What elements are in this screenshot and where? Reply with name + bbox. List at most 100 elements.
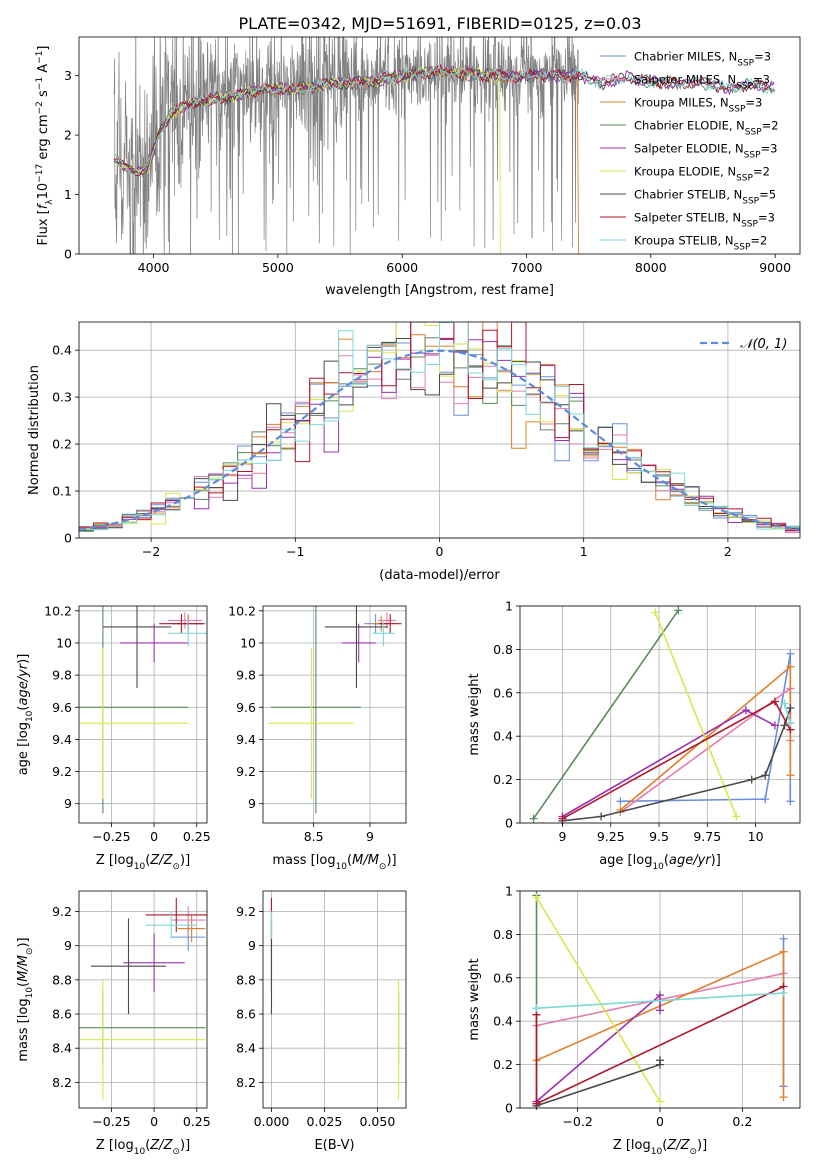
weight-marker xyxy=(616,797,625,806)
mass-vs-ebv-frame xyxy=(262,890,407,1109)
errorbar-point xyxy=(145,897,207,933)
weight-marker xyxy=(786,797,795,806)
y-axis-label: mass weight xyxy=(467,958,482,1040)
x-tick-label: 0.25 xyxy=(183,829,211,844)
x-tick-label: 9.5 xyxy=(649,829,669,844)
weight-marker xyxy=(597,812,606,821)
y-tick-label: 10 xyxy=(56,635,72,650)
mass-vs-z-grid xyxy=(79,891,207,1108)
y-tick-label: 9 xyxy=(64,796,72,811)
x-tick-label: 9 xyxy=(366,829,374,844)
y-tick-label: 0.4 xyxy=(52,343,72,358)
weight-marker xyxy=(747,775,756,784)
y-tick-label: 2 xyxy=(64,128,72,143)
y-tick-label: 8.4 xyxy=(236,1041,256,1056)
errorbar-point xyxy=(145,911,197,939)
weight-marker xyxy=(532,1004,541,1013)
y-tick-label: 9 xyxy=(248,938,256,953)
y-tick-label: 9.2 xyxy=(52,764,72,779)
errorbar-point xyxy=(324,606,388,688)
weight-series xyxy=(532,982,788,1108)
x-axis-label: E(B-V) xyxy=(314,1138,354,1153)
x-tick-label: 9.25 xyxy=(597,829,625,844)
weight-vs-age-ticks: 9 9.25 9.5 9.75 10 0 0.2 0.4 0.6 0.8 1 xyxy=(493,599,763,845)
weight-line xyxy=(535,897,661,1102)
panel-age-vs-mass: 8.5 9 9 9.2 9.4 9.6 9.8 10 10.2 mass [log10(M/M⊙)… xyxy=(228,603,407,872)
weight-marker xyxy=(532,893,541,902)
y-tick-label: 10 xyxy=(240,635,256,650)
x-tick-label: 7000 xyxy=(511,260,543,275)
y-tick-label: 3 xyxy=(64,68,72,83)
weight-marker xyxy=(779,1093,788,1102)
legend-label: Kroupa STELIB, NSSP=2 xyxy=(634,234,767,253)
weight-marker xyxy=(656,991,664,1000)
weight-series xyxy=(616,684,795,817)
weight-series xyxy=(616,662,795,814)
y-tick-label: 9 xyxy=(248,796,256,811)
errorbar-point xyxy=(119,623,189,663)
panel-mass-vs-ebv: 0.000 0.025 0.050 8.2 8.4 8.6 8.8 9 9.2 E(B-V) xyxy=(236,890,407,1153)
weight-marker xyxy=(780,699,789,708)
x-tick-label: 0.050 xyxy=(360,1114,396,1129)
residuals-plot-area xyxy=(79,322,800,534)
y-tick-label: 8.4 xyxy=(52,1041,72,1056)
y-tick-label: 8.8 xyxy=(236,972,256,987)
panel-weight-vs-age: 9 9.25 9.5 9.75 10 0 0.2 0.4 0.6 0.8 1 age [log10(a… xyxy=(467,599,801,872)
age-vs-mass-ticks: 8.5 9 9 9.2 9.4 9.6 9.8 10 10.2 xyxy=(228,603,374,844)
y-tick-label: 10.2 xyxy=(44,603,72,618)
weight-line xyxy=(536,992,784,1009)
weight-vs-age-plot-area xyxy=(529,606,795,825)
weight-line xyxy=(536,1060,661,1107)
panel-spectrum: 4000 5000 6000 7000 8000 9000 0 1 2 3 Chabrier MIL… xyxy=(35,36,801,298)
y-tick-label: 0 xyxy=(64,247,72,262)
x-axis-label: age [log10(age/yr)] xyxy=(599,853,721,872)
x-tick-label: 9000 xyxy=(759,260,791,275)
weight-marker xyxy=(558,814,567,823)
x-tick-label: 0 xyxy=(656,1114,664,1129)
x-tick-label: 1 xyxy=(580,544,588,559)
x-tick-label: 4000 xyxy=(138,260,170,275)
x-axis-label: (data-model)/error xyxy=(379,568,500,583)
y-tick-label: 8.6 xyxy=(236,1007,256,1022)
x-tick-label: −2 xyxy=(142,544,160,559)
weight-series xyxy=(558,697,795,823)
observed-spectrum-line xyxy=(113,37,579,254)
age-vs-z-plot-area xyxy=(79,606,207,814)
y-tick-label: 0.2 xyxy=(493,1057,513,1072)
weight-marker xyxy=(779,947,788,956)
y-tick-label: 0.2 xyxy=(493,772,513,787)
x-tick-label: 0.025 xyxy=(307,1114,343,1129)
spectrum-ticks: 4000 5000 6000 7000 8000 9000 0 1 2 3 xyxy=(64,68,791,275)
y-tick-label: 1 xyxy=(64,187,72,202)
weight-marker xyxy=(786,703,795,712)
y-tick-label: 9.4 xyxy=(236,732,256,747)
y-tick-label: 8.2 xyxy=(52,1075,72,1090)
y-axis-label: mass [log10(M/M⊙)] xyxy=(16,937,35,1061)
age-vs-mass-plot-area xyxy=(268,606,402,814)
x-tick-label: 0.000 xyxy=(254,1114,290,1129)
errorbar-point xyxy=(171,906,206,934)
y-axis-label: Normed distribution xyxy=(27,365,42,495)
weight-series xyxy=(651,608,741,821)
y-tick-label: 0.1 xyxy=(52,484,72,499)
y-tick-label: 1 xyxy=(505,599,513,614)
y-tick-label: 0.2 xyxy=(52,437,72,452)
weight-series xyxy=(780,699,795,728)
errorbar-point xyxy=(268,647,355,799)
weight-marker xyxy=(651,608,660,617)
x-tick-label: 0 xyxy=(150,1114,158,1129)
weight-marker xyxy=(656,1006,664,1015)
weight-marker xyxy=(761,771,770,780)
y-tick-label: 9.2 xyxy=(236,764,256,779)
errorbar-point xyxy=(177,914,206,943)
y-tick-label: 9 xyxy=(64,938,72,953)
errorbar-point xyxy=(167,620,207,647)
model-spectrum-line xyxy=(116,66,501,254)
y-axis-label: Flux [fλ10−17 erg cm−2 s−1 A−1] xyxy=(35,46,55,246)
weight-marker xyxy=(786,719,795,728)
weight-line xyxy=(783,703,792,724)
x-tick-label: 9.75 xyxy=(693,829,721,844)
mass-vs-ebv-ticks: 0.000 0.025 0.050 8.2 8.4 8.6 8.8 9 9.2 xyxy=(236,904,395,1129)
weight-series xyxy=(616,649,795,806)
x-tick-label: 0.25 xyxy=(183,1114,211,1129)
